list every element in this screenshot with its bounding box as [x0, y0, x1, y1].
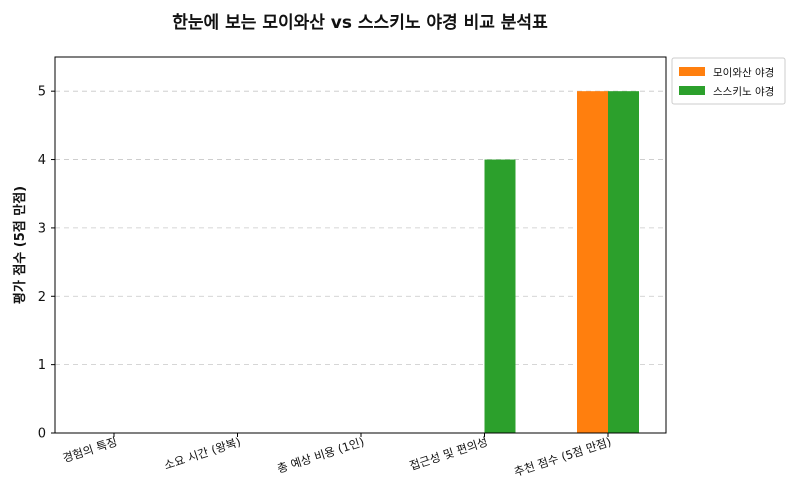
y-tick-label: 2: [38, 290, 46, 305]
x-tick-label: 경험의 특징: [61, 435, 119, 466]
y-tick-label: 4: [38, 153, 46, 168]
grid-lines: [55, 90, 666, 366]
x-axis-ticks: 경험의 특징 소요 시간 (왕복) 총 예상 비용 (1인) 접근성 및 편의성 추천 …: [61, 433, 613, 479]
bar-moiwa-4: [577, 91, 608, 433]
legend-swatch-moiwa: [679, 67, 705, 76]
y-tick-label: 5: [38, 85, 46, 100]
x-tick-label: 총 예상 비용 (1인): [275, 435, 366, 476]
legend-swatch-susukino: [679, 86, 705, 95]
legend-label-moiwa: 모이와산 야경: [713, 66, 774, 79]
legend: 모이와산 야경 스스키노 야경: [671, 57, 786, 105]
bar-susukino-4: [608, 91, 639, 433]
y-tick-label: 1: [38, 358, 46, 373]
y-tick-label: 0: [38, 427, 46, 442]
chart-title: 한눈에 보는 모이와산 vs 스스키노 야경 비교 분석표: [172, 13, 548, 33]
y-tick-label: 3: [38, 221, 46, 236]
y-axis-ticks: 0 1 2 3 4 5: [38, 85, 55, 442]
x-tick-label: 소요 시간 (왕복): [162, 435, 242, 473]
bar-susukino-3: [484, 159, 516, 433]
y-axis-label: 평가 점수 (5점 만점): [12, 186, 28, 304]
bars: [484, 91, 639, 433]
legend-label-susukino: 스스키노 야경: [713, 85, 774, 98]
x-tick-label: 추천 점수 (5점 만점): [512, 435, 613, 480]
x-tick-label: 접근성 및 편의성: [408, 435, 490, 473]
plot-frame: [54, 56, 667, 434]
